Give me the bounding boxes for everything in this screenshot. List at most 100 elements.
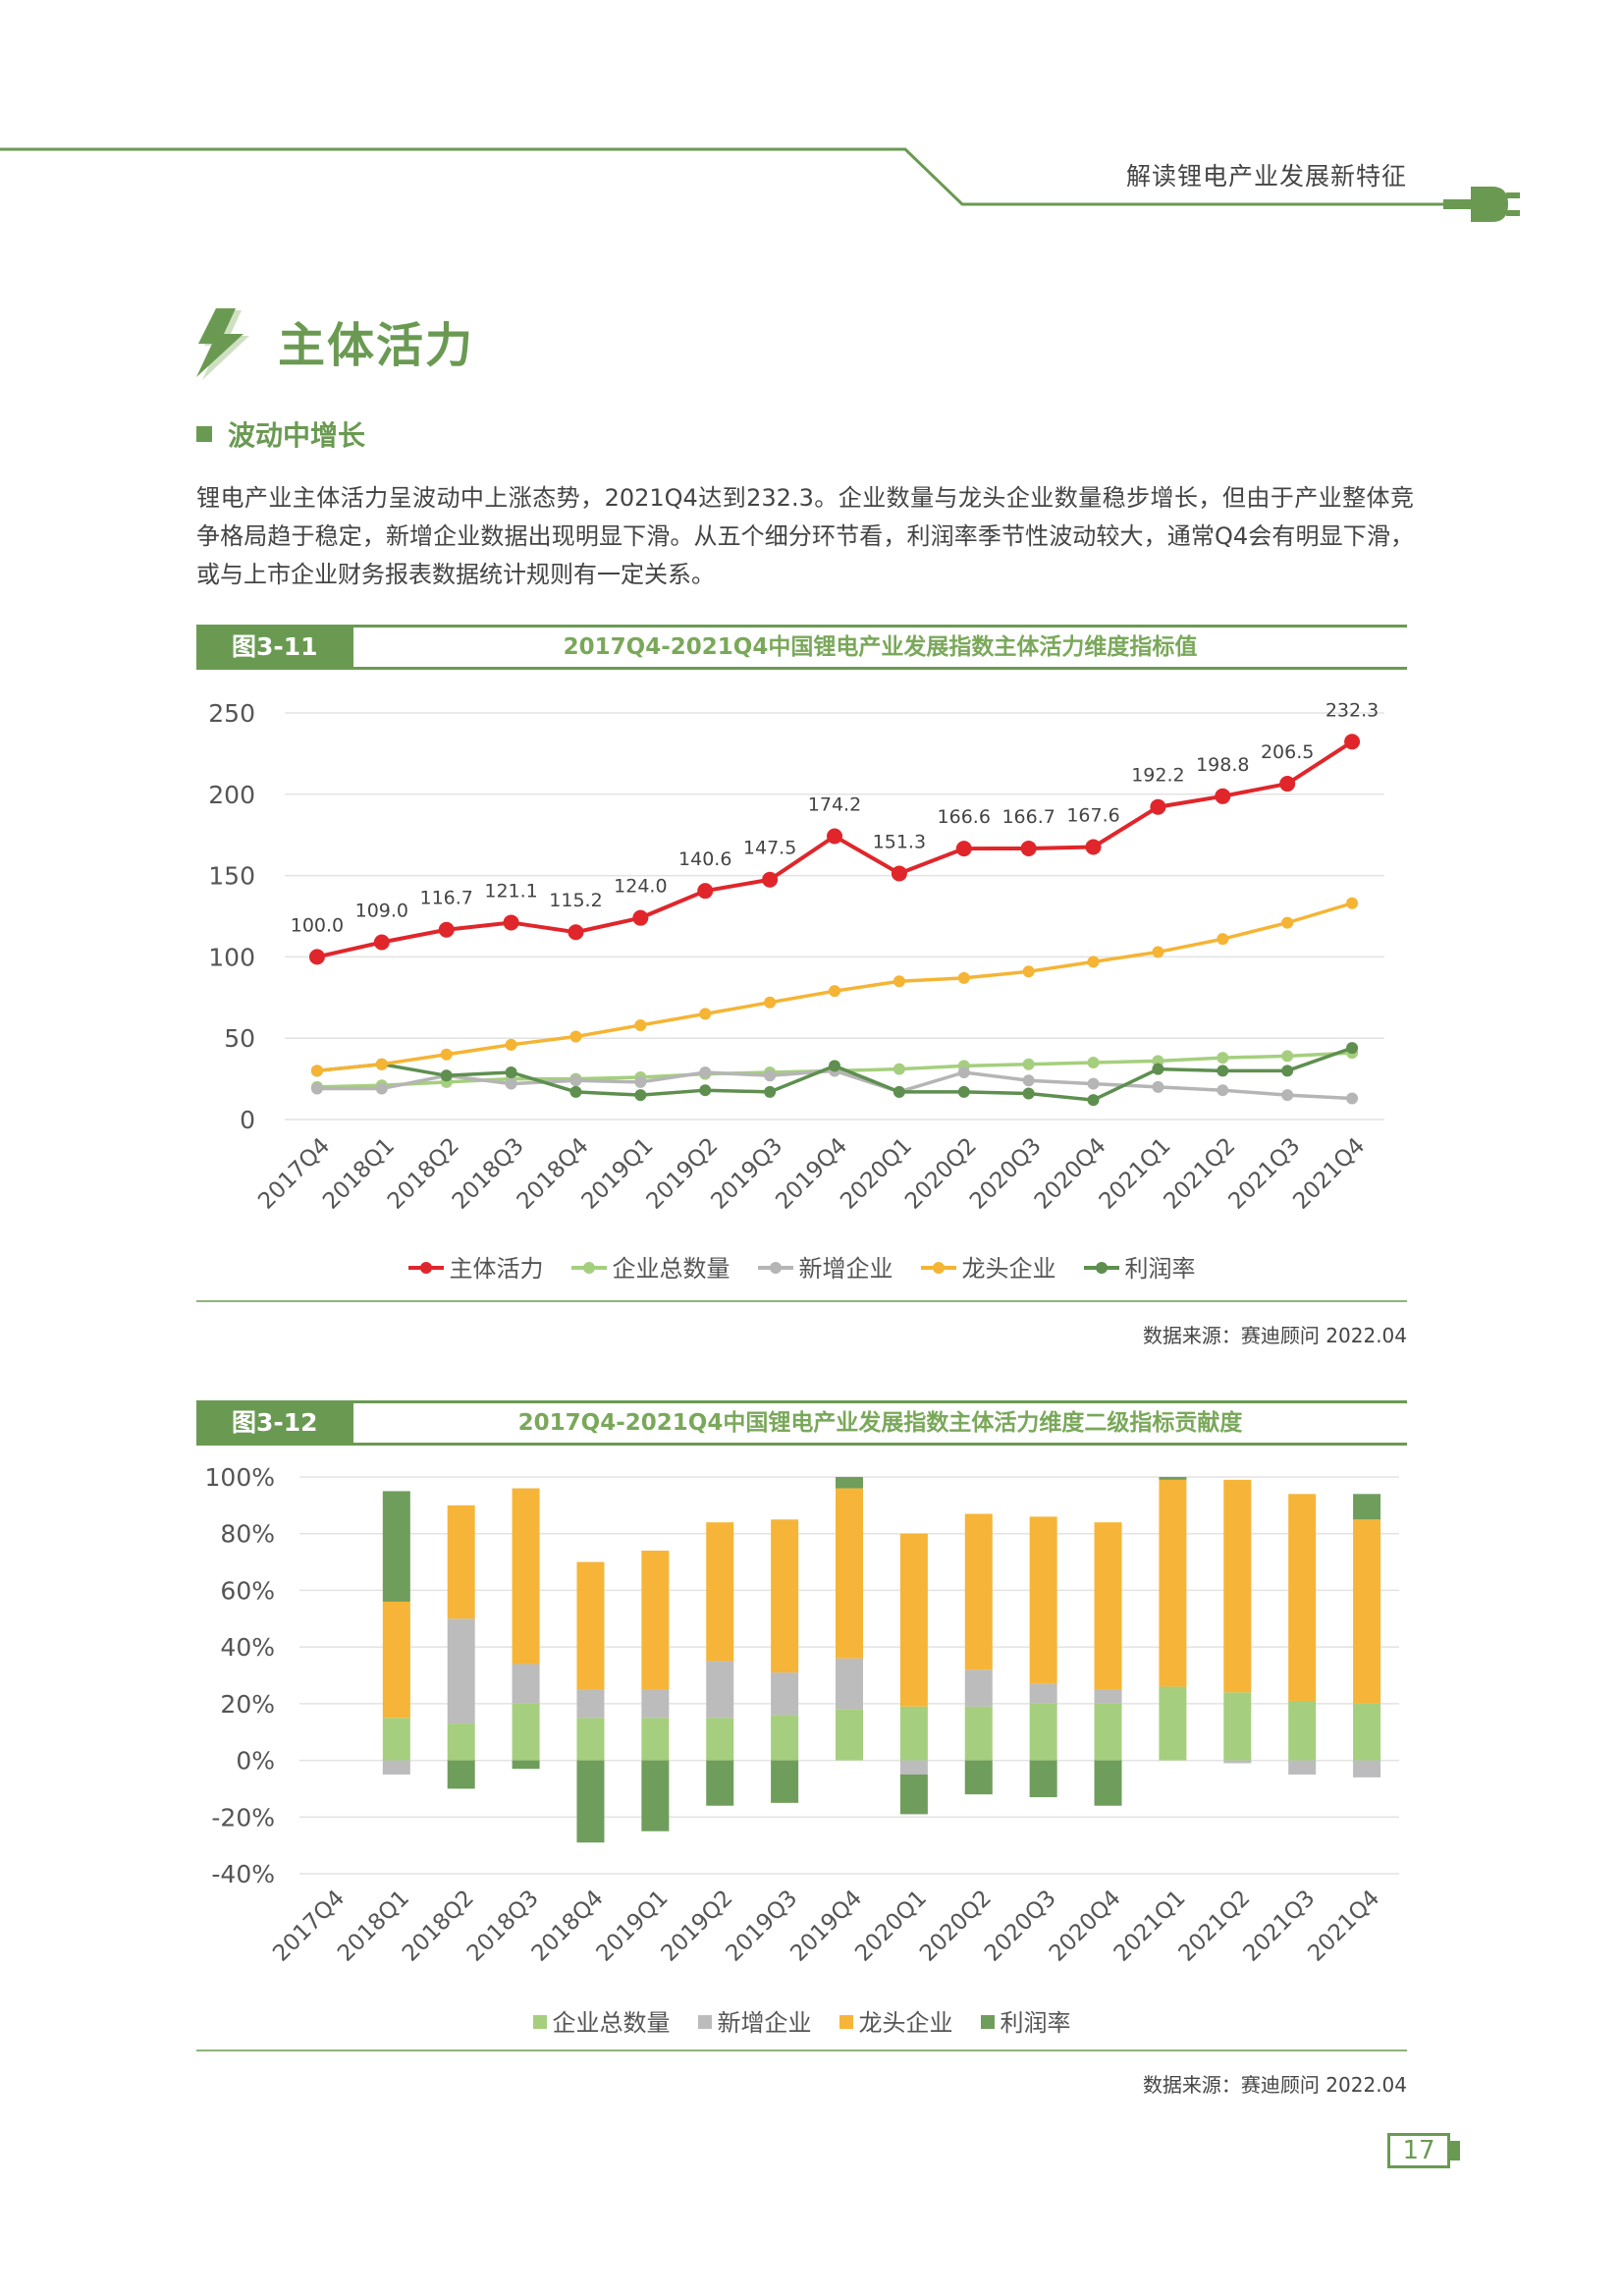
data-label: 121.1: [484, 880, 537, 902]
data-point: [438, 921, 455, 938]
data-label: 109.0: [355, 900, 408, 921]
data-point: [634, 1018, 647, 1031]
figure1-number: 图3-11: [196, 628, 353, 667]
data-point: [373, 934, 390, 951]
data-point: [1150, 798, 1166, 815]
legend-item: 企业总数量: [570, 1249, 730, 1284]
data-point: [957, 1085, 970, 1098]
bar-segment: [836, 1709, 863, 1761]
data-label: 174.2: [808, 794, 861, 816]
x-tick-label: 2021Q4: [1303, 1886, 1384, 1967]
data-label: 115.2: [549, 890, 602, 911]
figure1-title: 2017Q4-2021Q4中国锂电产业发展指数主体活力维度指标值: [563, 634, 1198, 660]
data-point: [764, 1069, 777, 1082]
data-point: [699, 1008, 712, 1020]
bar-segment: [1353, 1494, 1381, 1520]
bar-segment: [641, 1689, 670, 1719]
bar-segment: [1159, 1686, 1187, 1761]
data-point: [957, 1066, 970, 1078]
bar-segment: [771, 1715, 799, 1761]
data-point: [505, 1038, 517, 1051]
data-label: 198.8: [1196, 754, 1249, 776]
bar-segment: [382, 1718, 410, 1761]
bar-segment: [1288, 1760, 1317, 1775]
bar-segment: [447, 1618, 475, 1724]
bar-segment: [1223, 1760, 1252, 1764]
data-point: [569, 1030, 582, 1043]
battery-cap-icon: [1450, 2141, 1460, 2160]
bar-segment: [1159, 1479, 1187, 1687]
y-tick-label: 100: [208, 943, 255, 971]
bar-segment: [1223, 1479, 1252, 1693]
data-point: [310, 1065, 323, 1077]
data-label: 166.6: [938, 806, 991, 828]
data-label: 192.2: [1131, 765, 1184, 787]
bar-segment: [1094, 1522, 1122, 1690]
bar-chart-legend: 企业总数量 新增企业 龙头企业 利润率: [196, 2003, 1407, 2038]
bar-segment: [512, 1703, 540, 1761]
data-point: [310, 1082, 323, 1095]
legend-item: 主体活力: [407, 1249, 544, 1284]
line-chart-legend: 主体活力 企业总数量 新增企业 龙头企业 利润率: [196, 1249, 1407, 1284]
data-point: [375, 1082, 388, 1095]
data-point: [891, 865, 907, 882]
data-point: [1022, 1087, 1035, 1100]
data-point: [1152, 1055, 1164, 1067]
bar-segment: [512, 1488, 540, 1665]
legend-item: 利润率: [980, 2003, 1071, 2038]
data-point: [1020, 840, 1037, 856]
data-point: [569, 1074, 582, 1087]
data-point: [699, 1084, 712, 1097]
data-point: [1346, 1092, 1359, 1105]
y-tick-label: 40%: [220, 1633, 275, 1662]
data-point: [1344, 734, 1361, 750]
data-point: [569, 1085, 582, 1098]
bar-segment: [706, 1718, 734, 1761]
y-tick-label: 100%: [205, 1463, 275, 1492]
legend-label: 龙头企业: [961, 1255, 1056, 1283]
bar-segment: [641, 1760, 670, 1831]
y-tick-label: 60%: [220, 1576, 275, 1605]
data-point: [764, 996, 777, 1009]
legend-label: 新增企业: [717, 2009, 812, 2037]
bar-segment: [964, 1760, 993, 1795]
data-label: 100.0: [291, 914, 344, 936]
figure2-number: 图3-12: [196, 1403, 353, 1443]
y-tick-label: 200: [208, 781, 255, 809]
bar-segment: [964, 1513, 993, 1670]
bar-segment: [1353, 1519, 1381, 1704]
bar-segment: [1288, 1700, 1317, 1761]
plug-icon: [1443, 187, 1520, 222]
y-tick-label: 20%: [220, 1690, 275, 1719]
figure1-header: 图3-11 2017Q4-2021Q4中国锂电产业发展指数主体活力维度指标值: [196, 625, 1407, 670]
lightning-icon: [196, 308, 249, 380]
data-point: [440, 1069, 453, 1082]
figure1-bottom-rule: [196, 1300, 1407, 1302]
bar-segment: [1029, 1683, 1057, 1704]
data-point: [1152, 1080, 1164, 1093]
header-title: 解读锂电产业发展新特征: [1125, 162, 1407, 191]
data-point: [308, 949, 325, 965]
bar-segment: [1029, 1760, 1057, 1798]
data-point: [634, 1075, 647, 1088]
data-point: [827, 828, 842, 845]
data-point: [764, 1085, 777, 1098]
legend-item: 新增企业: [697, 2003, 812, 2038]
data-point: [1281, 1065, 1294, 1077]
data-point: [440, 1048, 453, 1061]
bar-segment: [1353, 1703, 1381, 1761]
data-point: [505, 1077, 517, 1090]
data-point: [1087, 956, 1100, 968]
bar-segment: [899, 1775, 928, 1815]
figure2-source: 数据来源：赛迪顾问 2022.04: [1142, 2073, 1407, 2097]
data-point: [1217, 1052, 1229, 1065]
bar-segment: [706, 1760, 734, 1806]
data-point: [634, 1089, 647, 1102]
data-point: [1346, 1042, 1359, 1055]
bar-segment: [899, 1760, 928, 1775]
data-point: [893, 975, 905, 988]
data-point: [1085, 839, 1102, 855]
bar-segment: [1029, 1703, 1057, 1761]
bar-segment: [836, 1658, 863, 1710]
bar-segment: [1094, 1760, 1122, 1806]
